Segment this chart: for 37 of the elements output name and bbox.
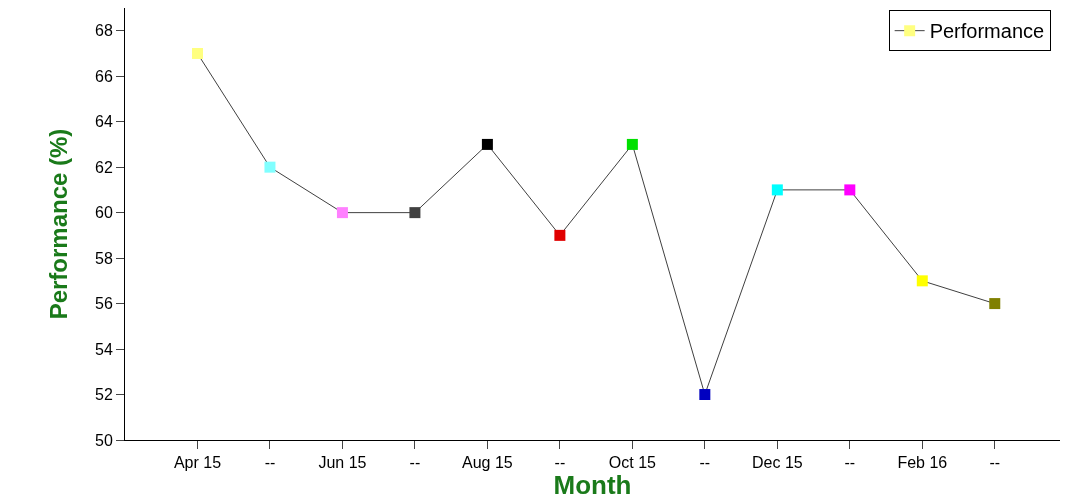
x-tick-label: Dec 15 bbox=[751, 454, 803, 472]
point bbox=[989, 298, 1001, 310]
y-tick-label: 66 bbox=[95, 67, 113, 85]
point bbox=[916, 275, 928, 287]
y-tick-label: 64 bbox=[95, 113, 113, 131]
x-tick-label: Oct 15 bbox=[608, 454, 657, 472]
point bbox=[699, 389, 711, 401]
point bbox=[626, 138, 638, 150]
point bbox=[481, 138, 493, 150]
x-tick-label: -- bbox=[699, 454, 711, 472]
point bbox=[844, 184, 856, 196]
y-tick-label: 54 bbox=[95, 340, 113, 358]
y-tick-label: 68 bbox=[95, 22, 113, 40]
y-tick-label: 52 bbox=[95, 386, 113, 404]
x-tick-label: Feb 16 bbox=[897, 454, 948, 472]
x-tick-label: -- bbox=[844, 454, 856, 472]
y-tick-label: 62 bbox=[95, 158, 113, 176]
y-axis-title: Performance (%) bbox=[45, 128, 72, 320]
x-tick-label: -- bbox=[554, 454, 566, 472]
x-tick-label: -- bbox=[409, 454, 421, 472]
x-tick-label: Aug 15 bbox=[462, 454, 513, 472]
x-tick-label: Apr 15 bbox=[173, 454, 222, 472]
point bbox=[409, 207, 421, 219]
x-tick-label: Jun 15 bbox=[318, 454, 367, 472]
y-tick-label: 58 bbox=[95, 249, 113, 267]
y-tick-label: 56 bbox=[95, 295, 113, 313]
x-tick-label: -- bbox=[264, 454, 276, 472]
point bbox=[264, 161, 276, 173]
point bbox=[554, 229, 566, 241]
point bbox=[336, 207, 348, 219]
y-tick-label: 60 bbox=[95, 204, 113, 222]
point bbox=[191, 47, 203, 59]
x-axis-title: Month bbox=[553, 470, 632, 500]
y-tick-label: 50 bbox=[95, 431, 113, 449]
x-tick-label: -- bbox=[989, 454, 1001, 472]
point bbox=[771, 184, 783, 196]
legend-label: Performance bbox=[929, 20, 1045, 43]
